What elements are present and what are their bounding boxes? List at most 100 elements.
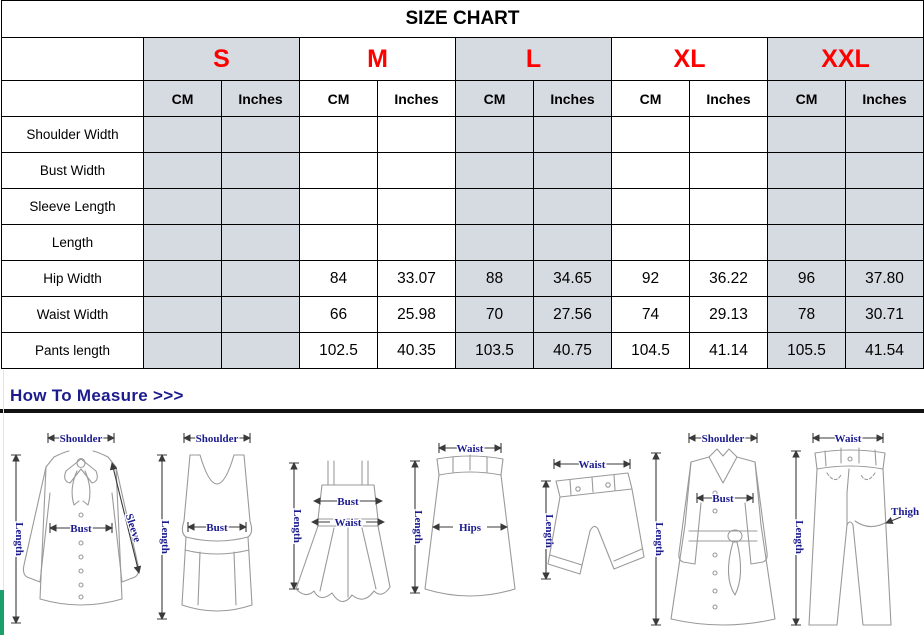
value-cell: 78 bbox=[767, 296, 846, 333]
value-cell bbox=[533, 224, 612, 261]
diagram-blouse: Shoulder Length Sleeve Bust bbox=[11, 432, 144, 624]
value-cell bbox=[455, 188, 534, 225]
diagram-trench-coat: Shoulder Length Bust bbox=[650, 432, 776, 626]
value-cell: 88 bbox=[455, 260, 534, 297]
value-cell bbox=[143, 296, 222, 333]
measure-label: Thigh bbox=[891, 506, 919, 518]
diagram-shorts: Waist Length bbox=[541, 458, 645, 580]
measure-diagrams: Shoulder Length Sleeve Bust Shoulder bbox=[0, 413, 924, 633]
value-cell bbox=[611, 224, 690, 261]
measure-label: Length bbox=[412, 510, 424, 544]
value-cell: 74 bbox=[611, 296, 690, 333]
value-cell bbox=[143, 260, 222, 297]
unit-header: Inches bbox=[689, 80, 768, 117]
measure-label: Length bbox=[543, 514, 555, 548]
sheet-gridline bbox=[3, 370, 4, 590]
value-cell: 92 bbox=[611, 260, 690, 297]
divider-line bbox=[0, 409, 924, 413]
value-cell: 70 bbox=[455, 296, 534, 333]
size-header-row: S M L XL XXL bbox=[1, 37, 924, 81]
table-row: Shoulder Width bbox=[1, 116, 924, 153]
value-cell bbox=[844, 152, 924, 189]
table-row: Length bbox=[1, 224, 924, 261]
value-cell: 96 bbox=[767, 260, 846, 297]
value-cell: 30.71 bbox=[844, 296, 924, 333]
measure-label: Length bbox=[13, 522, 25, 556]
size-header-s: S bbox=[143, 37, 300, 81]
value-cell bbox=[221, 152, 300, 189]
value-cell bbox=[221, 296, 300, 333]
value-cell: 33.07 bbox=[377, 260, 456, 297]
value-cell bbox=[611, 116, 690, 153]
size-header-xxl: XXL bbox=[766, 37, 924, 81]
value-cell: 40.35 bbox=[377, 332, 456, 369]
measure-label: Length bbox=[793, 520, 805, 554]
corner-cell bbox=[1, 80, 144, 117]
value-cell bbox=[844, 116, 924, 153]
size-header-m: M bbox=[299, 37, 456, 81]
unit-header: CM bbox=[455, 80, 534, 117]
unit-header: CM bbox=[611, 80, 690, 117]
measure-label: Length bbox=[159, 520, 171, 554]
table-row: Hip Width 84 33.07 88 34.65 92 36.22 96 … bbox=[1, 260, 924, 297]
measure-label: Bust bbox=[337, 496, 359, 508]
value-cell: 41.54 bbox=[844, 332, 924, 369]
value-cell: 27.56 bbox=[533, 296, 612, 333]
size-header-xl: XL bbox=[611, 37, 768, 81]
measure-label: Bust bbox=[712, 493, 734, 505]
size-chart-table: SIZE CHART S M L XL XXL CM Inches CM Inc… bbox=[0, 0, 924, 369]
row-label: Hip Width bbox=[1, 260, 144, 297]
value-cell bbox=[611, 188, 690, 225]
unit-header: Inches bbox=[377, 80, 456, 117]
diagram-pants: Waist Length Thigh bbox=[791, 432, 920, 626]
value-cell bbox=[221, 224, 300, 261]
size-header-l: L bbox=[455, 37, 612, 81]
measure-label: Sleeve bbox=[123, 512, 144, 544]
page-title: SIZE CHART bbox=[0, 0, 924, 38]
value-cell: 25.98 bbox=[377, 296, 456, 333]
row-label: Length bbox=[1, 224, 144, 261]
diagram-skirt: Waist Length Hips bbox=[409, 442, 516, 597]
unit-header: Inches bbox=[844, 80, 924, 117]
unit-header: CM bbox=[299, 80, 378, 117]
unit-header: CM bbox=[767, 80, 846, 117]
value-cell bbox=[689, 188, 768, 225]
value-cell bbox=[143, 152, 222, 189]
table-row: Bust Width bbox=[1, 152, 924, 189]
measure-label: Shoulder bbox=[60, 433, 103, 445]
measure-label: Length bbox=[653, 522, 665, 556]
value-cell bbox=[377, 116, 456, 153]
value-cell bbox=[299, 116, 378, 153]
measure-label: Bust bbox=[70, 523, 92, 535]
value-cell bbox=[689, 224, 768, 261]
corner-cell bbox=[1, 37, 144, 81]
value-cell bbox=[221, 116, 300, 153]
value-cell bbox=[844, 224, 924, 261]
title-row: SIZE CHART bbox=[0, 0, 924, 38]
value-cell: 66 bbox=[299, 296, 378, 333]
value-cell bbox=[221, 188, 300, 225]
value-cell: 40.75 bbox=[533, 332, 612, 369]
value-cell bbox=[377, 188, 456, 225]
measure-label: Shoulder bbox=[195, 433, 238, 445]
value-cell bbox=[533, 152, 612, 189]
measure-label: Waist bbox=[456, 443, 483, 455]
value-cell bbox=[143, 224, 222, 261]
unit-header: Inches bbox=[533, 80, 612, 117]
value-cell: 29.13 bbox=[689, 296, 768, 333]
value-cell: 102.5 bbox=[299, 332, 378, 369]
table-row: Sleeve Length bbox=[1, 188, 924, 225]
value-cell: 105.5 bbox=[767, 332, 846, 369]
measure-label: Waist bbox=[579, 459, 606, 471]
measure-label: Length bbox=[291, 509, 303, 543]
value-cell bbox=[221, 260, 300, 297]
green-edge-bar bbox=[0, 590, 4, 635]
unit-header-row: CM Inches CM Inches CM Inches CM Inches … bbox=[1, 80, 924, 117]
row-label: Waist Width bbox=[1, 296, 144, 333]
value-cell bbox=[689, 116, 768, 153]
measure-label: Bust bbox=[206, 522, 228, 534]
value-cell bbox=[455, 116, 534, 153]
value-cell: 34.65 bbox=[533, 260, 612, 297]
value-cell: 103.5 bbox=[455, 332, 534, 369]
